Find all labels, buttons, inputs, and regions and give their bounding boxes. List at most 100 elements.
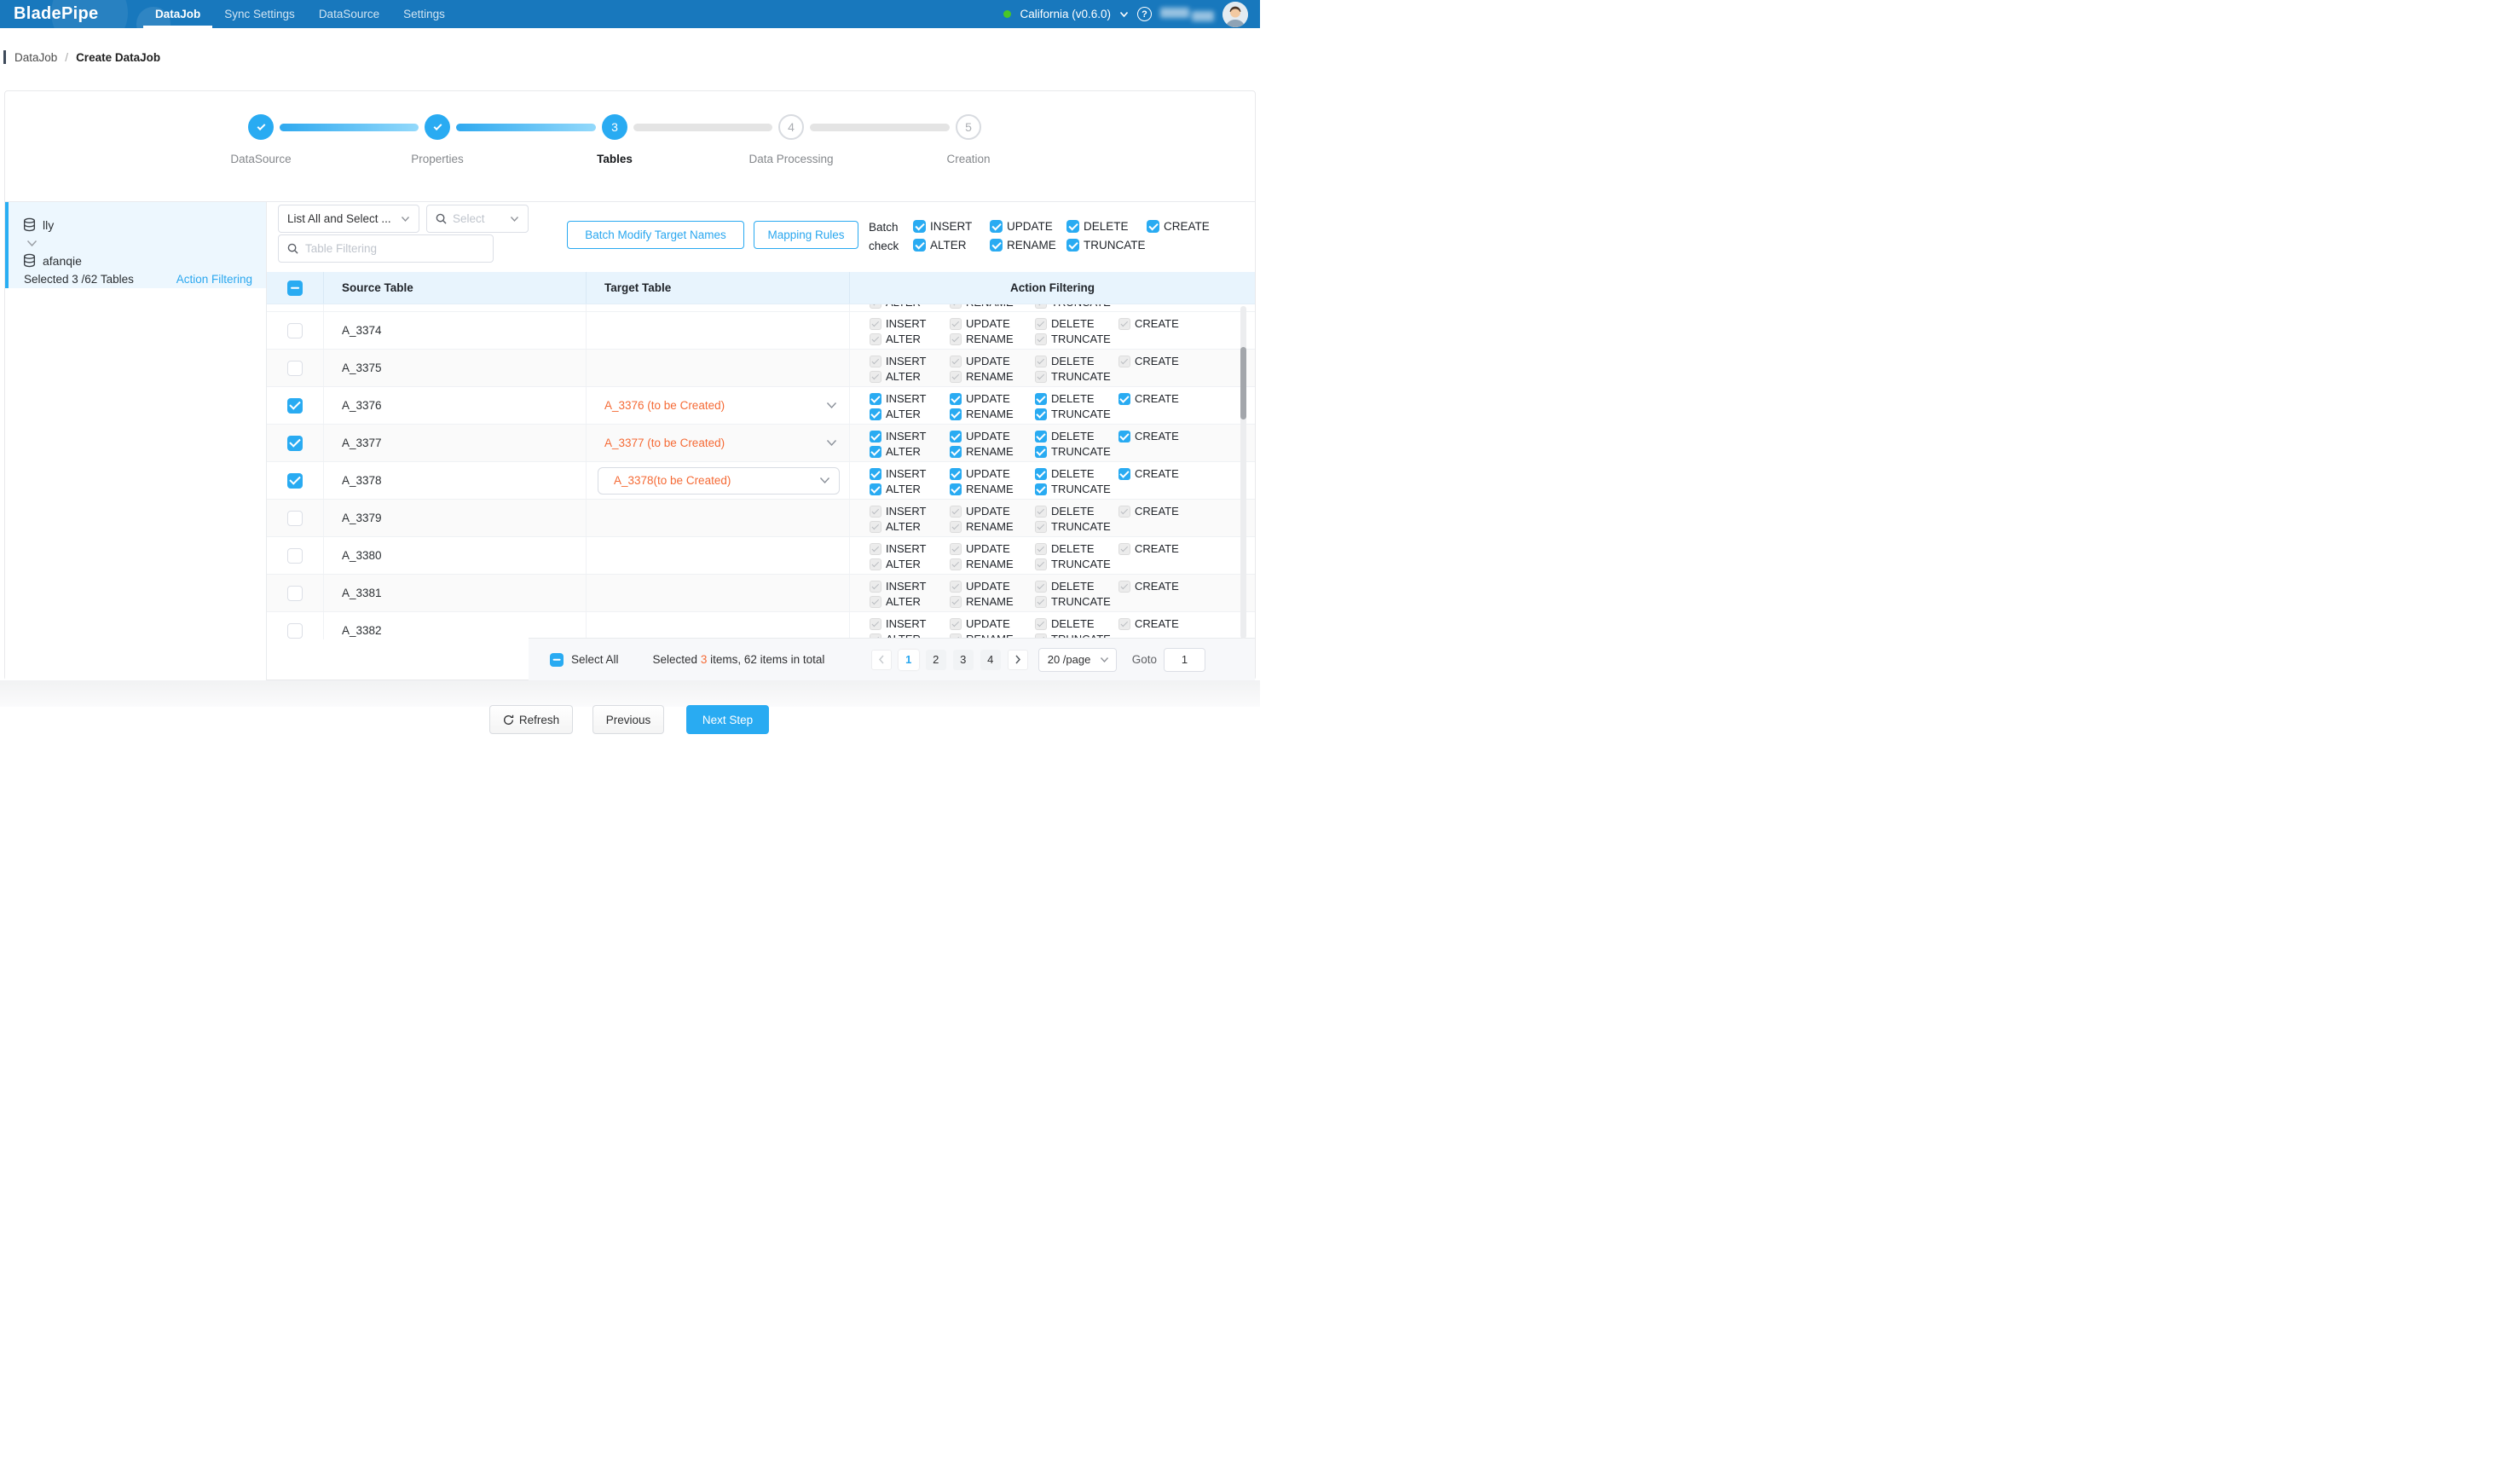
nav-tab-datajob[interactable]: DataJob [143, 0, 212, 28]
row-select-checkbox[interactable] [287, 473, 303, 489]
batch-update-checkbox[interactable] [990, 220, 1003, 233]
batch-create-checkbox[interactable] [1147, 220, 1159, 233]
action-alter-checkbox[interactable] [870, 446, 881, 458]
action-update-checkbox[interactable] [950, 543, 962, 555]
next-step-button[interactable]: Next Step [686, 705, 769, 734]
page-button-2[interactable]: 2 [926, 650, 946, 670]
action-filtering-link[interactable]: Action Filtering [176, 273, 252, 286]
action-truncate-checkbox[interactable] [1035, 304, 1047, 309]
page-button-3[interactable]: 3 [953, 650, 974, 670]
select-all-checkbox[interactable] [287, 281, 303, 296]
action-update-checkbox[interactable] [950, 618, 962, 630]
action-insert-checkbox[interactable] [870, 468, 881, 480]
action-alter-checkbox[interactable] [870, 333, 881, 345]
breadcrumb-parent[interactable]: DataJob [14, 51, 57, 64]
action-update-checkbox[interactable] [950, 506, 962, 518]
action-rename-checkbox[interactable] [950, 596, 962, 608]
action-delete-checkbox[interactable] [1035, 581, 1047, 593]
action-rename-checkbox[interactable] [950, 408, 962, 420]
batch-modify-target-names-button[interactable]: Batch Modify Target Names [567, 221, 744, 249]
action-alter-checkbox[interactable] [870, 371, 881, 383]
region-version-label[interactable]: California (v0.6.0) [1020, 8, 1111, 20]
action-rename-checkbox[interactable] [950, 521, 962, 533]
batch-truncate-checkbox[interactable] [1066, 239, 1079, 252]
row-select-checkbox[interactable] [287, 436, 303, 451]
row-select-checkbox[interactable] [287, 511, 303, 526]
action-update-checkbox[interactable] [950, 318, 962, 330]
action-delete-checkbox[interactable] [1035, 431, 1047, 442]
action-delete-checkbox[interactable] [1035, 468, 1047, 480]
row-select-checkbox[interactable] [287, 398, 303, 414]
action-truncate-checkbox[interactable] [1035, 371, 1047, 383]
action-alter-checkbox[interactable] [870, 304, 881, 309]
action-create-checkbox[interactable] [1118, 431, 1130, 442]
page-size-select[interactable]: 20 /page [1038, 648, 1117, 672]
action-insert-checkbox[interactable] [870, 543, 881, 555]
select-all-footer-checkbox[interactable] [550, 653, 564, 667]
action-create-checkbox[interactable] [1118, 618, 1130, 630]
help-icon[interactable]: ? [1137, 7, 1152, 21]
action-update-checkbox[interactable] [950, 431, 962, 442]
action-truncate-checkbox[interactable] [1035, 333, 1047, 345]
row-select-checkbox[interactable] [287, 323, 303, 338]
action-alter-checkbox[interactable] [870, 483, 881, 495]
action-alter-checkbox[interactable] [870, 596, 881, 608]
nav-tab-settings[interactable]: Settings [391, 0, 457, 28]
action-delete-checkbox[interactable] [1035, 318, 1047, 330]
action-rename-checkbox[interactable] [950, 558, 962, 570]
action-truncate-checkbox[interactable] [1035, 521, 1047, 533]
action-insert-checkbox[interactable] [870, 618, 881, 630]
target-table-select[interactable]: A_3376 (to be Created) [587, 399, 849, 412]
action-insert-checkbox[interactable] [870, 581, 881, 593]
action-create-checkbox[interactable] [1118, 506, 1130, 518]
action-insert-checkbox[interactable] [870, 356, 881, 367]
datasource-pair-item[interactable]: lly afanqie Selected 3 /62 Tables Action… [5, 202, 266, 288]
action-insert-checkbox[interactable] [870, 393, 881, 405]
action-truncate-checkbox[interactable] [1035, 446, 1047, 458]
action-create-checkbox[interactable] [1118, 468, 1130, 480]
target-table-select[interactable]: A_3377 (to be Created) [587, 437, 849, 449]
row-select-checkbox[interactable] [287, 586, 303, 601]
action-rename-checkbox[interactable] [950, 333, 962, 345]
action-truncate-checkbox[interactable] [1035, 558, 1047, 570]
action-rename-checkbox[interactable] [950, 446, 962, 458]
action-truncate-checkbox[interactable] [1035, 483, 1047, 495]
refresh-button[interactable]: Refresh [489, 705, 573, 734]
row-select-checkbox[interactable] [287, 361, 303, 376]
goto-page-input[interactable] [1164, 648, 1205, 672]
action-alter-checkbox[interactable] [870, 558, 881, 570]
nav-tab-sync-settings[interactable]: Sync Settings [212, 0, 307, 28]
chevron-down-icon[interactable] [1119, 11, 1129, 18]
action-rename-checkbox[interactable] [950, 371, 962, 383]
action-delete-checkbox[interactable] [1035, 393, 1047, 405]
row-select-checkbox[interactable] [287, 623, 303, 639]
next-page-button[interactable] [1008, 650, 1028, 670]
action-delete-checkbox[interactable] [1035, 506, 1047, 518]
action-delete-checkbox[interactable] [1035, 543, 1047, 555]
action-create-checkbox[interactable] [1118, 581, 1130, 593]
action-truncate-checkbox[interactable] [1035, 408, 1047, 420]
list-mode-select[interactable]: List All and Select ... [278, 205, 419, 233]
action-create-checkbox[interactable] [1118, 543, 1130, 555]
action-insert-checkbox[interactable] [870, 318, 881, 330]
table-filter-input[interactable] [305, 242, 484, 255]
action-alter-checkbox[interactable] [870, 521, 881, 533]
avatar[interactable] [1222, 2, 1248, 27]
schema-select[interactable]: Select [426, 205, 529, 233]
action-create-checkbox[interactable] [1118, 318, 1130, 330]
previous-button[interactable]: Previous [592, 705, 664, 734]
batch-alter-checkbox[interactable] [913, 239, 926, 252]
action-delete-checkbox[interactable] [1035, 356, 1047, 367]
action-update-checkbox[interactable] [950, 468, 962, 480]
action-update-checkbox[interactable] [950, 581, 962, 593]
action-rename-checkbox[interactable] [950, 304, 962, 309]
action-update-checkbox[interactable] [950, 356, 962, 367]
batch-rename-checkbox[interactable] [990, 239, 1003, 252]
batch-insert-checkbox[interactable] [913, 220, 926, 233]
action-insert-checkbox[interactable] [870, 506, 881, 518]
nav-tab-datasource[interactable]: DataSource [307, 0, 391, 28]
target-table-select[interactable]: A_3378(to be Created) [598, 467, 840, 495]
prev-page-button[interactable] [871, 650, 892, 670]
page-button-4[interactable]: 4 [980, 650, 1001, 670]
action-create-checkbox[interactable] [1118, 393, 1130, 405]
